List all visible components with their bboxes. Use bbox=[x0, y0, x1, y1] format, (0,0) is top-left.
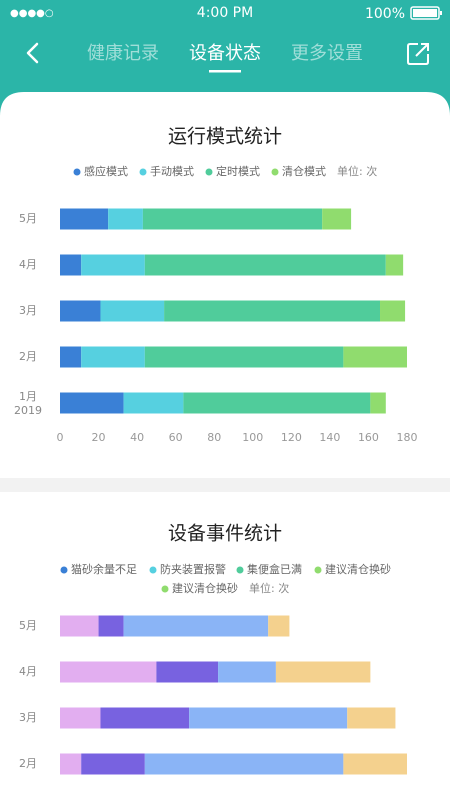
battery-text: 100% bbox=[365, 6, 405, 22]
y-tick-label: 2月 bbox=[19, 350, 37, 363]
battery-icon bbox=[410, 6, 440, 20]
bar-segment bbox=[370, 392, 386, 414]
nav-tab[interactable]: 更多设置 bbox=[291, 43, 363, 64]
chart-title: 设备事件统计 bbox=[168, 523, 282, 545]
battery-level bbox=[413, 9, 437, 17]
bar-segment bbox=[60, 300, 101, 322]
bar-segment bbox=[144, 753, 344, 775]
bar-segment bbox=[60, 661, 157, 683]
bar-segment bbox=[81, 753, 145, 775]
y-tick-label: 1月 bbox=[19, 390, 37, 403]
bar-segment bbox=[60, 753, 82, 775]
bar-segment bbox=[142, 208, 323, 230]
legend-label: 手动模式 bbox=[150, 164, 194, 178]
bar-segment bbox=[268, 615, 290, 637]
time: 4:00 PM bbox=[197, 5, 253, 21]
legend-dot bbox=[161, 585, 169, 593]
legend-dot bbox=[314, 566, 322, 574]
signal: ●●●●○ bbox=[10, 8, 54, 19]
legend-label: 清仓模式 bbox=[282, 164, 326, 178]
x-tick-label: 120 bbox=[281, 431, 302, 444]
bar-segment bbox=[144, 254, 386, 276]
back-button[interactable] bbox=[26, 42, 39, 64]
unit-label: 单位: 次 bbox=[337, 164, 377, 178]
x-tick-label: 160 bbox=[358, 431, 379, 444]
y-tick-label: 3月 bbox=[19, 304, 37, 317]
bar-segment bbox=[156, 661, 219, 683]
bar-segment bbox=[322, 208, 352, 230]
legend-dot bbox=[271, 168, 279, 176]
bar-segment bbox=[60, 346, 82, 368]
bar-segment bbox=[343, 346, 407, 368]
bar-segment bbox=[183, 392, 371, 414]
y-tick-label: 3月 bbox=[19, 711, 37, 724]
legend-label: 集便盒已满 bbox=[247, 562, 302, 576]
unit-label: 单位: 次 bbox=[249, 581, 289, 595]
bar-segment bbox=[385, 254, 404, 276]
bar-segment bbox=[98, 615, 124, 637]
x-tick-label: 80 bbox=[207, 431, 221, 444]
bar-segment bbox=[144, 346, 344, 368]
legend-dot bbox=[236, 566, 244, 574]
legend-dot bbox=[139, 168, 147, 176]
legend-dot bbox=[205, 168, 213, 176]
bar-segment bbox=[81, 346, 145, 368]
x-tick-label: 40 bbox=[130, 431, 144, 444]
bar-segment bbox=[100, 300, 165, 322]
x-tick-label: 140 bbox=[319, 431, 340, 444]
y-tick-label: 5月 bbox=[19, 619, 37, 632]
legend-label: 建议清仓换砂 bbox=[172, 581, 238, 595]
nav-tab[interactable]: 健康记录 bbox=[87, 43, 159, 64]
bar-segment bbox=[81, 254, 145, 276]
separator bbox=[0, 478, 450, 492]
legend-dot bbox=[149, 566, 157, 574]
bar-segment bbox=[60, 615, 99, 637]
legend-dot bbox=[60, 566, 68, 574]
tab-indicator bbox=[209, 70, 241, 73]
bar-segment bbox=[123, 615, 269, 637]
legend-label: 猫砂余量不足 bbox=[71, 562, 137, 576]
bar-segment bbox=[343, 753, 407, 775]
bar-segment bbox=[60, 208, 109, 230]
share-button[interactable] bbox=[407, 43, 429, 65]
y-tick-label: 2月 bbox=[19, 757, 37, 770]
bar-segment bbox=[164, 300, 381, 322]
bar-segment bbox=[123, 392, 184, 414]
x-tick-label: 0 bbox=[57, 431, 64, 444]
legend-label: 建议清仓换砂 bbox=[325, 562, 391, 576]
bar-segment bbox=[218, 661, 276, 683]
bar-segment bbox=[60, 707, 101, 729]
bar-segment bbox=[60, 392, 124, 414]
bar-segment bbox=[347, 707, 396, 729]
bar-segment bbox=[60, 254, 82, 276]
y-tick-label: 4月 bbox=[19, 665, 37, 678]
y-tick-label: 4月 bbox=[19, 258, 37, 271]
nav-tab[interactable]: 设备状态 bbox=[189, 43, 261, 64]
legend-label: 感应模式 bbox=[84, 164, 128, 178]
legend-label: 定时模式 bbox=[216, 164, 260, 178]
x-tick-label: 20 bbox=[92, 431, 106, 444]
bar-segment bbox=[380, 300, 406, 322]
share-arrow bbox=[415, 43, 429, 57]
share-box bbox=[407, 43, 429, 65]
bar-segment bbox=[108, 208, 143, 230]
legend-dot bbox=[73, 168, 81, 176]
bar-segment bbox=[189, 707, 348, 729]
battery-tip bbox=[440, 11, 442, 15]
y-tick-label: 5月 bbox=[19, 212, 37, 225]
x-tick-label: 60 bbox=[169, 431, 183, 444]
bar-segment bbox=[100, 707, 190, 729]
card bbox=[0, 92, 450, 800]
chart-title: 运行模式统计 bbox=[168, 126, 282, 148]
x-tick-label: 180 bbox=[397, 431, 418, 444]
legend-label: 防夹装置报警 bbox=[160, 562, 226, 576]
bar-segment bbox=[275, 661, 371, 683]
year-label: 2019 bbox=[14, 404, 42, 417]
x-tick-label: 100 bbox=[242, 431, 263, 444]
